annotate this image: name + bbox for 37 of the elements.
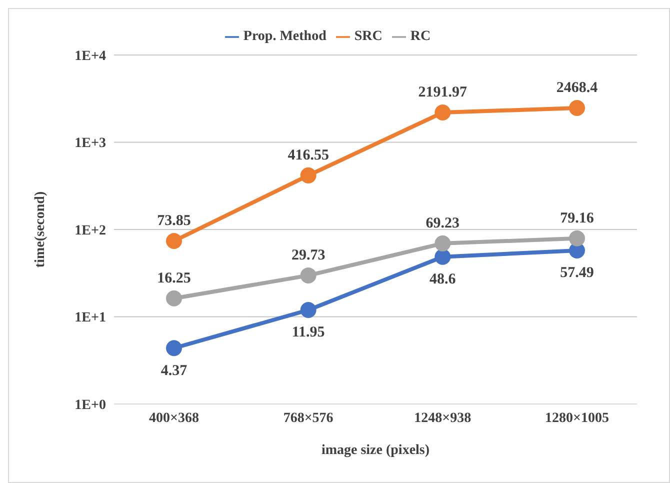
x-tick-label: 1280×1005 xyxy=(545,410,609,426)
data-label: 2468.4 xyxy=(556,80,598,96)
point xyxy=(434,104,451,121)
point xyxy=(166,290,182,306)
y-tick-label: 1E+4 xyxy=(74,48,106,64)
data-label: 16.25 xyxy=(157,270,191,286)
y-tick-label: 1E+2 xyxy=(74,223,106,238)
data-label: 57.49 xyxy=(560,265,594,282)
x-tick-label: 1248×938 xyxy=(414,410,472,426)
data-label: 73.85 xyxy=(157,212,191,229)
y-tick-label: 1E+3 xyxy=(74,136,106,152)
legend-label: Prop. Method xyxy=(243,29,326,44)
point xyxy=(166,232,182,249)
x-axis-title: image size (pixels) xyxy=(321,443,430,458)
point xyxy=(166,340,182,356)
data-label: 2191.97 xyxy=(418,84,468,101)
data-label: 11.95 xyxy=(292,324,325,341)
legend-label: SRC xyxy=(354,29,382,44)
point xyxy=(569,230,585,246)
point xyxy=(569,100,585,116)
y-tick-label: 1E+1 xyxy=(74,310,106,326)
legend-label: RC xyxy=(410,29,431,44)
data-label: 416.55 xyxy=(288,147,329,164)
point xyxy=(300,302,316,318)
data-label: 29.73 xyxy=(291,247,326,264)
point xyxy=(434,248,451,265)
y-axis-title: time(second) xyxy=(32,191,48,268)
data-label: 48.6 xyxy=(430,271,456,288)
data-label: 79.16 xyxy=(560,210,594,226)
data-label: 4.37 xyxy=(160,362,188,379)
x-tick-label: 400×368 xyxy=(149,410,199,426)
point xyxy=(300,167,316,184)
point xyxy=(300,267,316,284)
data-label: 69.23 xyxy=(426,215,460,232)
x-tick-label: 768×576 xyxy=(283,410,334,426)
y-tick-label: 1E+0 xyxy=(74,398,106,413)
point xyxy=(434,235,451,252)
